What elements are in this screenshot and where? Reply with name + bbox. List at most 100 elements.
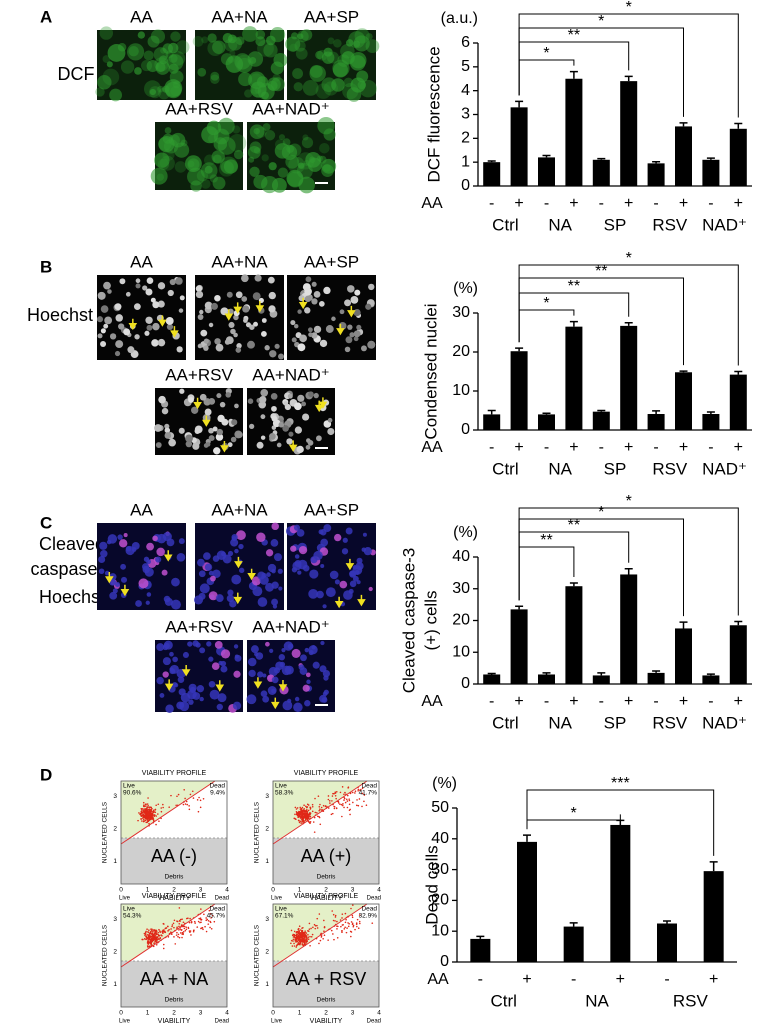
x-axis-label: VIABILITY [158,1018,191,1025]
x-tick-label: 4 [377,1010,381,1017]
cell [194,428,201,434]
x-tick-label: + [734,439,743,456]
event [301,937,303,939]
significance-label: ** [568,517,580,534]
cell [265,35,276,46]
significance-label: * [626,250,632,267]
event [332,913,335,916]
debris-label: Debris [165,997,185,1004]
cell [156,547,165,557]
event [356,799,358,801]
cell [104,316,113,325]
stain-label: Hoechst [39,587,105,607]
bar [510,107,528,186]
cell [284,665,294,675]
bar [729,128,747,186]
error-bar [597,157,606,160]
cell [185,434,193,443]
bar [702,675,720,684]
event [140,810,143,813]
cell [315,50,324,60]
cell [123,328,131,336]
event [316,917,319,920]
event [178,936,181,939]
cell [230,436,237,443]
event [302,934,304,937]
cell [234,403,239,409]
cell [128,45,139,57]
cell [241,296,248,302]
event [142,818,145,821]
x-tick-label: + [679,195,688,212]
cell [274,343,280,349]
x-tick-label: 1 [146,1010,150,1017]
cell [323,286,331,295]
cell [304,307,311,314]
event [337,802,340,804]
y-tick-label: 6 [461,34,470,51]
cell [114,350,121,357]
event [190,921,193,924]
event [205,930,208,933]
cell [331,316,336,322]
event [305,935,308,938]
cell [165,704,174,713]
cell [226,594,235,603]
panel-letter: C [40,513,52,532]
dead-pct: 45.7% [207,913,226,920]
event [154,930,156,933]
cell [296,445,304,454]
cell [195,290,204,299]
y-tick-label: 2 [113,949,117,956]
cell [307,327,313,333]
bar [620,574,638,684]
error-bar [515,100,524,108]
x-tick-label: 0 [119,1010,123,1017]
event [142,815,145,818]
event [185,926,188,929]
cell [197,343,203,349]
cell [217,693,227,703]
cell [187,641,193,647]
cell [154,424,162,432]
cell [271,568,276,574]
event [300,809,302,812]
event [156,938,159,941]
event [346,800,349,802]
cell [323,524,332,532]
event [137,819,139,822]
cell [318,529,324,535]
cell [269,648,274,653]
cell [223,159,239,174]
cell [265,641,270,647]
x-tick-label: 1 [298,1010,302,1017]
y-tick-label: 0 [461,421,470,438]
event [171,933,173,936]
cell [219,401,226,408]
x-tick-label: + [569,195,578,212]
y-tick-label: 3 [265,916,269,923]
event [181,918,183,920]
cell [248,71,266,89]
cell [294,40,306,52]
cell [207,33,217,43]
event [152,818,155,820]
event [187,917,189,920]
error-bar [569,922,578,927]
bar [565,326,583,430]
event [197,920,200,923]
event [304,813,306,815]
y-tick-label: 0 [461,177,470,194]
x-tick-label: + [679,439,688,456]
event [207,923,210,925]
cell [220,665,228,673]
significance-label: * [626,493,632,510]
cell [208,570,214,576]
event [350,921,353,923]
event [154,811,157,814]
y-tick-label: 20 [452,612,470,629]
event [304,930,306,932]
event [302,819,304,821]
event [199,799,202,802]
cell [220,660,227,667]
